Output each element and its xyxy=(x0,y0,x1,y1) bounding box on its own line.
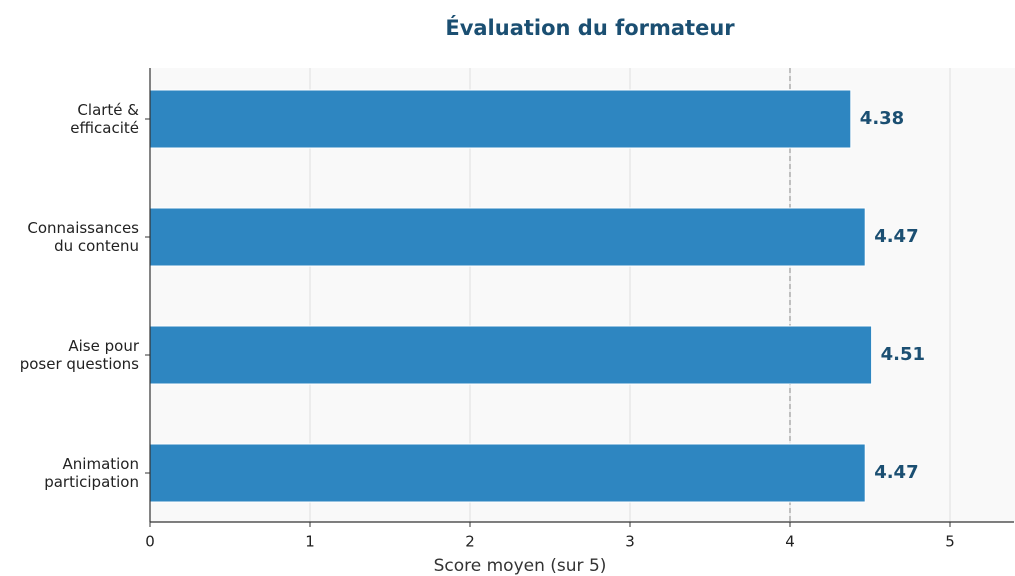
x-tick-label: 0 xyxy=(145,533,155,551)
x-tick-label: 5 xyxy=(945,533,955,551)
bar xyxy=(149,325,873,385)
bar xyxy=(149,207,866,267)
x-tick-label: 3 xyxy=(625,533,635,551)
y-tick-label: Clarté & efficacité xyxy=(70,101,139,137)
value-label: 4.38 xyxy=(860,108,904,129)
value-label: 4.47 xyxy=(874,226,918,247)
bar xyxy=(149,89,852,149)
y-tick-label: Animation participation xyxy=(44,455,139,491)
value-label: 4.51 xyxy=(881,344,925,365)
x-tick-label: 2 xyxy=(465,533,475,551)
x-axis-label: Score moyen (sur 5) xyxy=(434,556,607,576)
bar xyxy=(149,443,866,503)
y-tick-label: Connaissances du contenu xyxy=(27,219,139,255)
y-tick-label: Aise pour poser questions xyxy=(20,337,140,373)
value-label: 4.47 xyxy=(874,462,918,483)
x-tick-label: 1 xyxy=(305,533,315,551)
chart-title: Évaluation du formateur xyxy=(445,15,735,40)
x-tick-label: 4 xyxy=(785,533,795,551)
